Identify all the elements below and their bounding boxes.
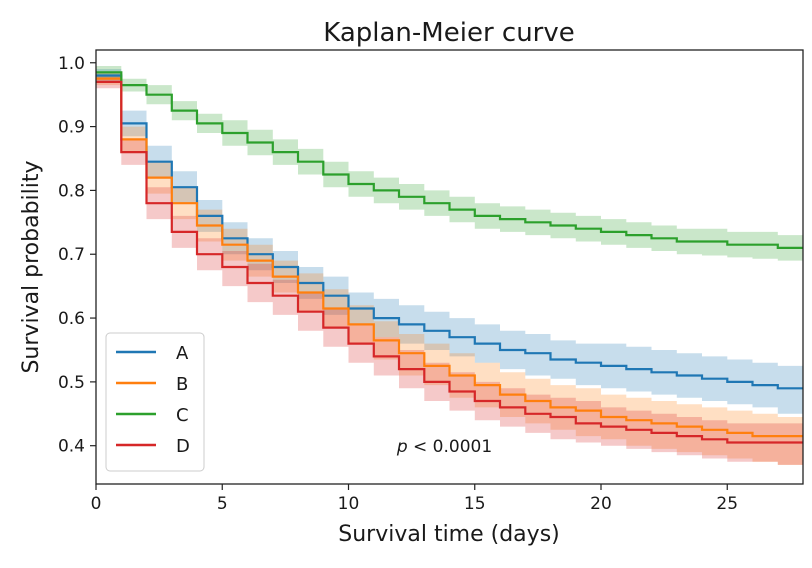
p-value-symbol: p bbox=[396, 437, 408, 457]
x-tick-label: 5 bbox=[217, 494, 228, 514]
series-a-line bbox=[96, 74, 803, 390]
y-axis-label: Survival probability bbox=[19, 160, 44, 373]
y-tick-label: 0.8 bbox=[58, 181, 85, 201]
series-a-ci-band bbox=[96, 69, 803, 414]
y-tick-label: 0.7 bbox=[58, 245, 85, 265]
plot-frame bbox=[95, 49, 804, 485]
legend-frame bbox=[105, 332, 205, 472]
x-tick-label: 15 bbox=[464, 494, 486, 514]
series-c-line bbox=[96, 71, 803, 249]
x-axis-ticks: 0 5 10 15 20 25 bbox=[91, 484, 738, 514]
y-tick-label: 0.9 bbox=[58, 118, 85, 138]
series-c-ci-band bbox=[96, 66, 803, 261]
legend-label-c: C bbox=[176, 405, 189, 426]
x-tick-label: 25 bbox=[716, 494, 738, 514]
y-tick-label: 0.5 bbox=[58, 373, 85, 393]
series-b-line bbox=[96, 77, 803, 438]
legend-label-b: B bbox=[176, 374, 188, 395]
x-axis-label: Survival time (days) bbox=[338, 522, 559, 547]
series-d-line bbox=[96, 80, 803, 444]
survival-curves bbox=[96, 71, 803, 444]
x-tick-label: 20 bbox=[590, 494, 612, 514]
x-tick-label: 10 bbox=[338, 494, 360, 514]
legend-label-d: D bbox=[176, 436, 190, 457]
p-value-text: < 0.0001 bbox=[408, 437, 493, 457]
y-tick-label: 0.6 bbox=[58, 309, 85, 329]
p-value-annotation: p < 0.0001 bbox=[396, 437, 492, 457]
y-tick-label: 0.4 bbox=[58, 437, 85, 457]
y-tick-label: 1.0 bbox=[58, 54, 85, 74]
x-tick-label: 0 bbox=[91, 494, 102, 514]
chart-title: Kaplan-Meier curve bbox=[323, 18, 575, 48]
y-axis-ticks: 0.4 0.5 0.6 0.7 0.8 0.9 1.0 bbox=[58, 54, 96, 457]
legend-label-a: A bbox=[176, 343, 189, 364]
